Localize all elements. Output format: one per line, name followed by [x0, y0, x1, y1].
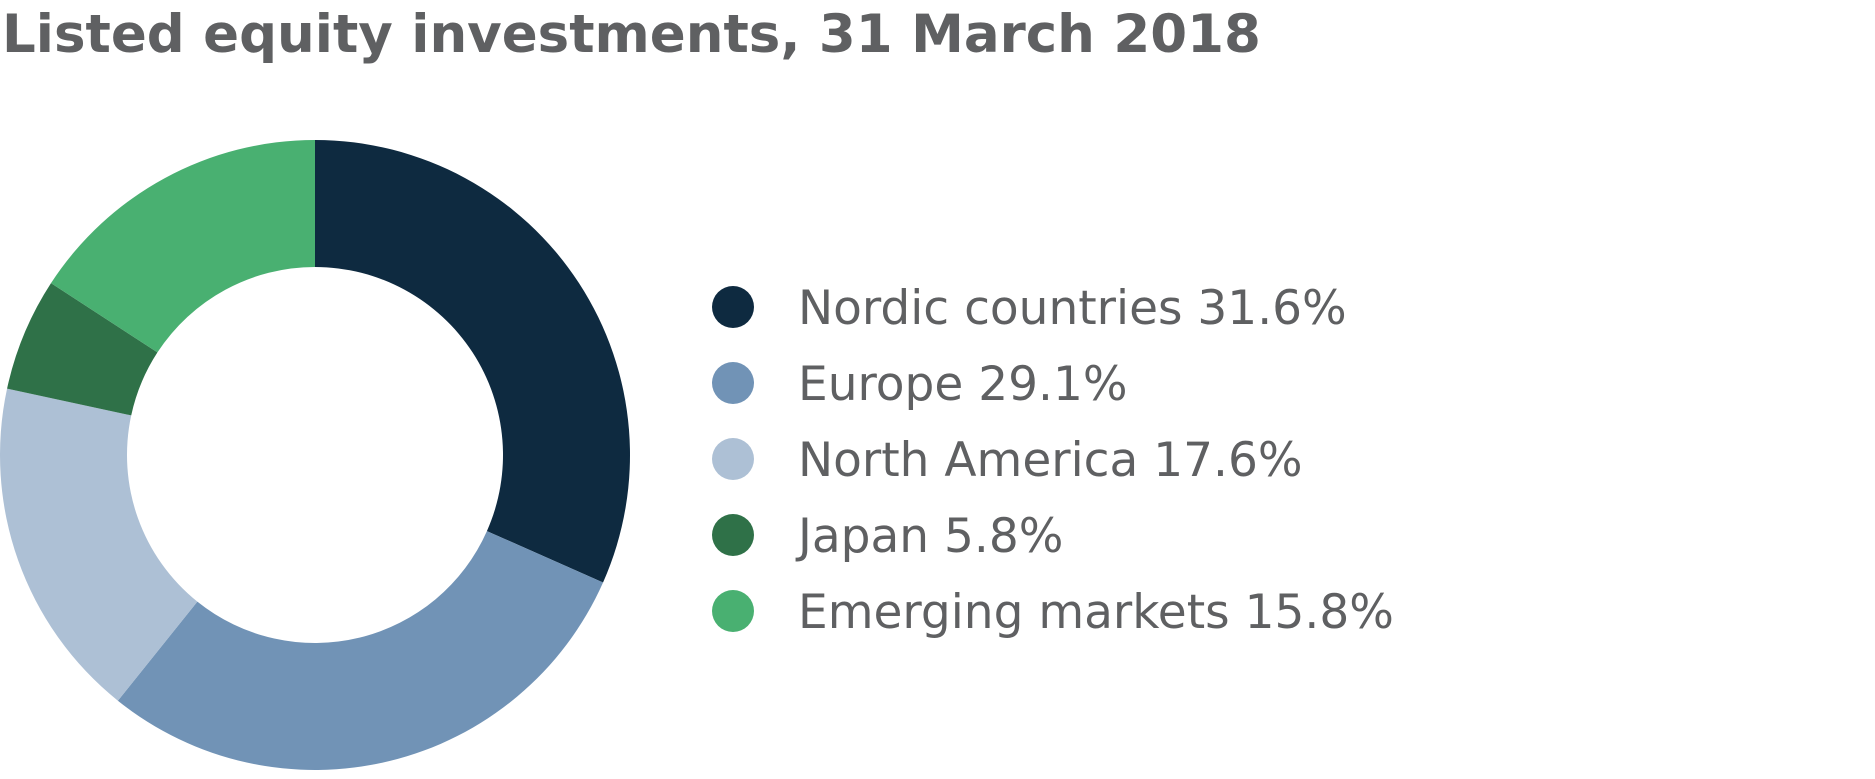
chart-legend: Nordic countries 31.6% Europe 29.1% North … [712, 281, 1394, 640]
legend-label-nordic-countries: Nordic countries 31.6% [798, 281, 1347, 336]
chart-title: Listed equity investments, 31 March 2018 [2, 4, 1261, 65]
legend-swatch-europe [712, 362, 754, 404]
legend-swatch-japan [712, 514, 754, 556]
slice-nordic-countries [315, 140, 631, 583]
legend-label-japan: Japan 5.8% [795, 509, 1063, 564]
slice-europe [117, 531, 604, 770]
slice-emerging-markets [51, 140, 316, 353]
legend-swatch-nordic-countries [712, 286, 754, 328]
legend-swatch-north-america [712, 438, 754, 480]
donut-slices [0, 140, 631, 770]
slice-japan [7, 283, 158, 416]
legend-label-north-america: North America 17.6% [798, 433, 1303, 488]
slice-north-america [0, 388, 198, 701]
legend-label-emerging-markets: Emerging markets 15.8% [798, 585, 1394, 640]
legend-swatch-emerging-markets [712, 590, 754, 632]
legend-label-europe: Europe 29.1% [798, 357, 1128, 412]
